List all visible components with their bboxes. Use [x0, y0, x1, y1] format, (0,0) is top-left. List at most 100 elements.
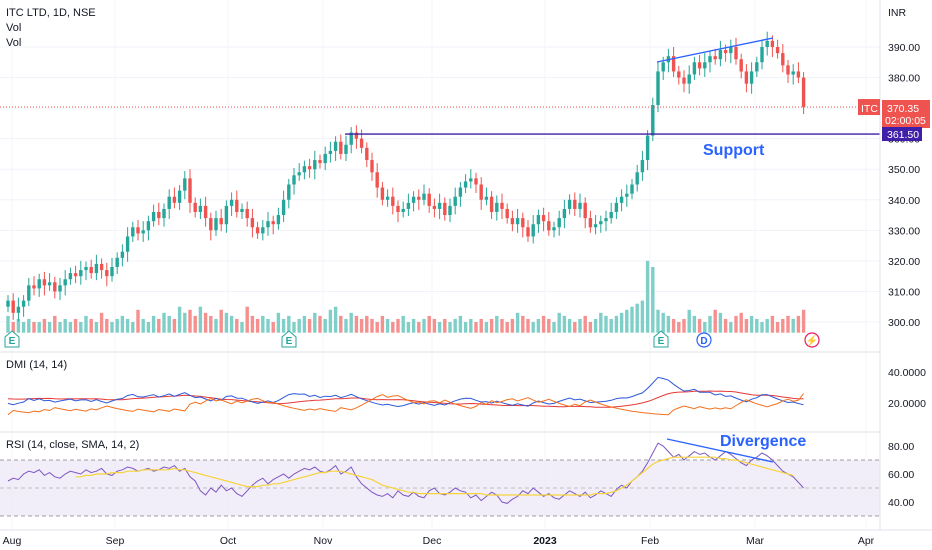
- earnings-marker[interactable]: E: [4, 330, 20, 348]
- time-label: Dec: [423, 535, 442, 547]
- volume-bar: [593, 318, 598, 333]
- volume-bar: [536, 318, 541, 333]
- flash-marker[interactable]: ⚡: [804, 332, 820, 348]
- volume-bar: [105, 318, 109, 333]
- volume-legend-1[interactable]: Vol: [6, 22, 22, 34]
- volume-bar: [333, 306, 338, 333]
- volume-bar: [110, 322, 114, 333]
- candle: [11, 293, 15, 320]
- last-price-tag[interactable]: ITC 370.35 02:00:05: [858, 99, 930, 128]
- candle: [687, 65, 691, 94]
- volume-bar: [718, 312, 723, 333]
- volume-bar: [422, 318, 426, 333]
- volume-bar: [63, 318, 67, 333]
- volume-bars: [6, 260, 806, 333]
- candle: [739, 53, 743, 79]
- dmi-plus-line: [7, 376, 804, 408]
- candle: [53, 276, 57, 299]
- volume-bar: [640, 300, 645, 333]
- volume-bar: [599, 312, 603, 333]
- candle: [328, 141, 333, 163]
- volume-bar: [292, 322, 296, 333]
- price-trendline[interactable]: [656, 37, 774, 63]
- candle: [359, 129, 364, 154]
- volume-bar: [791, 318, 795, 333]
- volume-bar: [531, 322, 535, 333]
- volume-bar: [21, 322, 26, 333]
- time-label: 2023: [533, 535, 557, 547]
- candle: [323, 146, 327, 171]
- candle: [136, 219, 140, 241]
- volume-bar: [443, 318, 447, 333]
- volume-bar: [427, 315, 431, 333]
- candle: [775, 39, 780, 59]
- volume-bar: [11, 322, 15, 333]
- volume-bar: [765, 318, 769, 333]
- candle: [120, 244, 125, 267]
- rsi-tick-80: 80.00: [888, 441, 914, 453]
- volume-bar: [682, 318, 686, 333]
- candle: [307, 158, 312, 178]
- volume-bar: [53, 315, 57, 333]
- candle: [380, 182, 385, 206]
- time-label: Apr: [858, 535, 875, 547]
- support-price-tag[interactable]: 361.50: [882, 127, 922, 141]
- volume-bar: [723, 318, 728, 333]
- candle: [255, 221, 260, 239]
- candle: [557, 210, 561, 236]
- candle: [406, 193, 411, 216]
- candle: [297, 163, 301, 181]
- candle: [32, 276, 36, 296]
- volume-bar: [391, 322, 395, 333]
- rsi-legend[interactable]: RSI (14, close, SMA, 14, 2): [6, 438, 139, 453]
- candle: [703, 53, 707, 77]
- candle: [157, 202, 161, 226]
- dmi-legend[interactable]: DMI (14, 14): [6, 358, 67, 373]
- volume-bar: [266, 318, 270, 333]
- candle: [287, 179, 291, 209]
- candle: [276, 207, 281, 230]
- volume-bar: [313, 312, 317, 333]
- volume-bar: [489, 318, 494, 333]
- dmi-title: DMI (14, 14): [6, 359, 68, 371]
- candle: [619, 189, 624, 212]
- event-markers[interactable]: E E E D ⚡: [4, 330, 820, 348]
- volume-bar: [479, 318, 483, 333]
- candle: [125, 227, 130, 262]
- svg-text:D: D: [700, 336, 707, 347]
- candle: [245, 201, 249, 227]
- candle: [453, 187, 457, 215]
- svg-text:E: E: [9, 336, 16, 347]
- volume-bar: [297, 318, 301, 333]
- candle: [791, 64, 795, 85]
- candle: [536, 209, 541, 233]
- earnings-marker[interactable]: E: [653, 330, 669, 348]
- volume-bar: [677, 322, 681, 333]
- dividend-marker[interactable]: D: [696, 332, 712, 348]
- volume-bar: [703, 322, 707, 333]
- candle: [188, 169, 192, 213]
- candle: [786, 59, 790, 84]
- candle: [271, 215, 275, 235]
- candle: [562, 199, 567, 229]
- candle: [235, 190, 239, 218]
- volume-bar: [188, 309, 192, 333]
- candle: [479, 177, 483, 210]
- candle: [635, 164, 639, 192]
- symbol-title[interactable]: ITC LTD, 1D, NSE: [6, 7, 96, 19]
- time-label: Nov: [314, 535, 333, 547]
- volume-bar: [380, 315, 385, 333]
- rsi-divergence-line[interactable]: [666, 438, 774, 463]
- candle: [193, 197, 197, 218]
- volume-legend-2[interactable]: Vol: [6, 37, 22, 49]
- candle: [521, 212, 525, 238]
- volume-bar: [552, 322, 556, 333]
- candle: [224, 200, 229, 233]
- volume-bar: [162, 312, 166, 333]
- earnings-marker[interactable]: E: [281, 330, 297, 348]
- volume-bar: [141, 318, 145, 333]
- volume-bar: [47, 322, 52, 333]
- candle: [749, 62, 754, 94]
- volume-bar: [359, 318, 364, 333]
- volume-bar: [510, 318, 515, 333]
